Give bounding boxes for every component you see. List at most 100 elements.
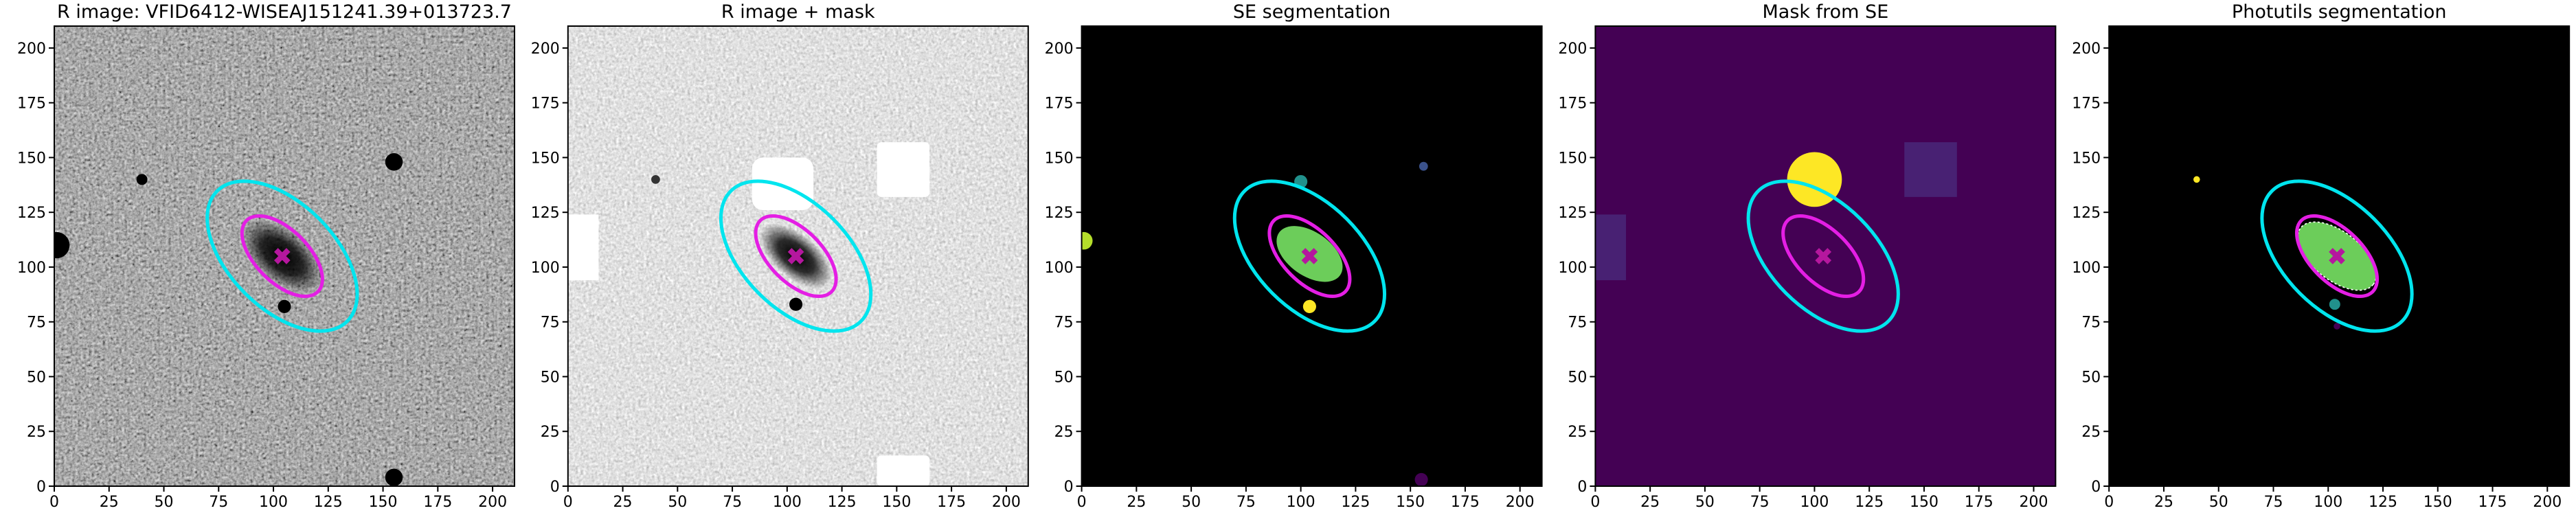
x-tick-label: 25 bbox=[613, 494, 633, 511]
x-tick-label: 200 bbox=[1506, 494, 1535, 511]
panel bbox=[1081, 26, 1542, 486]
aperture-ellipse bbox=[1769, 202, 1877, 310]
y-tick-label: 25 bbox=[541, 424, 560, 441]
x-tick-label: 175 bbox=[2478, 494, 2507, 511]
x-tick-label: 50 bbox=[2209, 494, 2228, 511]
y-tick-label: 200 bbox=[1045, 41, 1074, 58]
x-tick-label: 125 bbox=[2369, 494, 2397, 511]
aperture-ellipse bbox=[1721, 154, 1925, 358]
y-tick-label: 175 bbox=[17, 95, 46, 113]
y-tick-label: 200 bbox=[2072, 41, 2101, 58]
x-tick-label: 25 bbox=[1127, 494, 1146, 511]
y-tick-label: 125 bbox=[1045, 205, 1074, 222]
y-tick-label: 200 bbox=[1558, 41, 1587, 58]
y-tick-label: 125 bbox=[1558, 205, 1587, 222]
y-tick-label: 125 bbox=[531, 205, 560, 222]
y-tick-label: 75 bbox=[1568, 314, 1587, 332]
x-tick-label: 125 bbox=[314, 494, 343, 511]
x-tick-label: 150 bbox=[882, 494, 911, 511]
y-tick-label: 150 bbox=[1558, 150, 1587, 167]
y-tick-label: 150 bbox=[1045, 150, 1074, 167]
y-tick-label: 50 bbox=[1568, 369, 1587, 386]
center-marker bbox=[273, 248, 291, 264]
y-tick-label: 125 bbox=[2072, 205, 2101, 222]
y-tick-label: 50 bbox=[1054, 369, 1074, 386]
x-tick-label: 75 bbox=[1236, 494, 1256, 511]
y-tick-label: 100 bbox=[2072, 260, 2101, 277]
x-tick-label: 100 bbox=[2314, 494, 2342, 511]
x-tick-label: 150 bbox=[1396, 494, 1425, 511]
x-tick-label: 75 bbox=[723, 494, 742, 511]
y-tick-label: 75 bbox=[27, 314, 46, 332]
x-tick-label: 100 bbox=[1287, 494, 1315, 511]
x-tick-label: 100 bbox=[1800, 494, 1829, 511]
x-tick-label: 175 bbox=[1451, 494, 1480, 511]
x-tick-label: 0 bbox=[1590, 494, 1600, 511]
y-tick-label: 175 bbox=[1558, 95, 1587, 113]
x-tick-label: 200 bbox=[478, 494, 507, 511]
x-tick-label: 25 bbox=[100, 494, 119, 511]
aperture-ellipse bbox=[2283, 202, 2391, 310]
aperture-ellipse bbox=[742, 202, 850, 310]
center-marker bbox=[1301, 248, 1318, 264]
x-tick-label: 125 bbox=[828, 494, 857, 511]
y-tick-label: 200 bbox=[531, 41, 560, 58]
x-tick-label: 200 bbox=[992, 494, 1021, 511]
y-tick-label: 150 bbox=[2072, 150, 2101, 167]
aperture-ellipse bbox=[1208, 154, 1412, 358]
x-tick-label: 175 bbox=[1965, 494, 1993, 511]
y-tick-label: 50 bbox=[27, 369, 46, 386]
axes-frame bbox=[1594, 25, 2057, 487]
x-tick-label: 100 bbox=[259, 494, 288, 511]
aperture-ellipse bbox=[1255, 202, 1364, 310]
panel bbox=[54, 26, 515, 486]
axes-frame bbox=[54, 25, 515, 487]
y-tick-label: 0 bbox=[550, 479, 560, 496]
center-marker bbox=[787, 248, 804, 264]
axes-frame bbox=[567, 25, 1029, 487]
y-tick-label: 0 bbox=[2091, 479, 2101, 496]
x-tick-label: 50 bbox=[1695, 494, 1715, 511]
y-tick-label: 75 bbox=[541, 314, 560, 332]
chart-title: Photutils segmentation bbox=[2232, 1, 2447, 23]
y-tick-label: 200 bbox=[17, 41, 46, 58]
y-tick-label: 150 bbox=[17, 150, 46, 167]
y-tick-label: 125 bbox=[17, 205, 46, 222]
data-space bbox=[54, 26, 515, 486]
x-tick-label: 150 bbox=[2424, 494, 2452, 511]
x-tick-label: 25 bbox=[1640, 494, 1660, 511]
x-tick-label: 125 bbox=[1855, 494, 1884, 511]
y-tick-label: 75 bbox=[1054, 314, 1074, 332]
aperture-ellipse bbox=[180, 154, 385, 358]
y-tick-label: 0 bbox=[1577, 479, 1587, 496]
x-tick-label: 75 bbox=[209, 494, 228, 511]
axes-frame bbox=[2108, 25, 2571, 487]
x-tick-label: 25 bbox=[2154, 494, 2173, 511]
x-tick-label: 150 bbox=[1910, 494, 1939, 511]
aperture-ellipse bbox=[228, 202, 337, 310]
x-tick-label: 175 bbox=[423, 494, 452, 511]
aperture-ellipse bbox=[2235, 154, 2439, 358]
x-tick-label: 50 bbox=[1182, 494, 1201, 511]
y-tick-label: 100 bbox=[1045, 260, 1074, 277]
chart-title: SE segmentation bbox=[1233, 1, 1390, 23]
y-tick-label: 175 bbox=[2072, 95, 2101, 113]
y-tick-label: 50 bbox=[2081, 369, 2101, 386]
chart-title: Mask from SE bbox=[1763, 1, 1889, 23]
panel bbox=[1595, 26, 2056, 486]
x-tick-label: 75 bbox=[1750, 494, 1770, 511]
panel bbox=[2109, 26, 2570, 486]
y-tick-label: 150 bbox=[531, 150, 560, 167]
x-tick-label: 75 bbox=[2263, 494, 2283, 511]
x-tick-label: 0 bbox=[49, 494, 59, 511]
y-tick-label: 75 bbox=[2081, 314, 2101, 332]
center-marker bbox=[2329, 248, 2345, 264]
x-tick-label: 0 bbox=[1077, 494, 1087, 511]
x-tick-label: 200 bbox=[2019, 494, 2048, 511]
y-tick-label: 25 bbox=[1568, 424, 1587, 441]
y-tick-label: 100 bbox=[1558, 260, 1587, 277]
chart-title: R image: VFID6412-WISEAJ151241.39+013723… bbox=[57, 1, 512, 23]
y-tick-label: 0 bbox=[36, 479, 46, 496]
y-tick-label: 50 bbox=[541, 369, 560, 386]
